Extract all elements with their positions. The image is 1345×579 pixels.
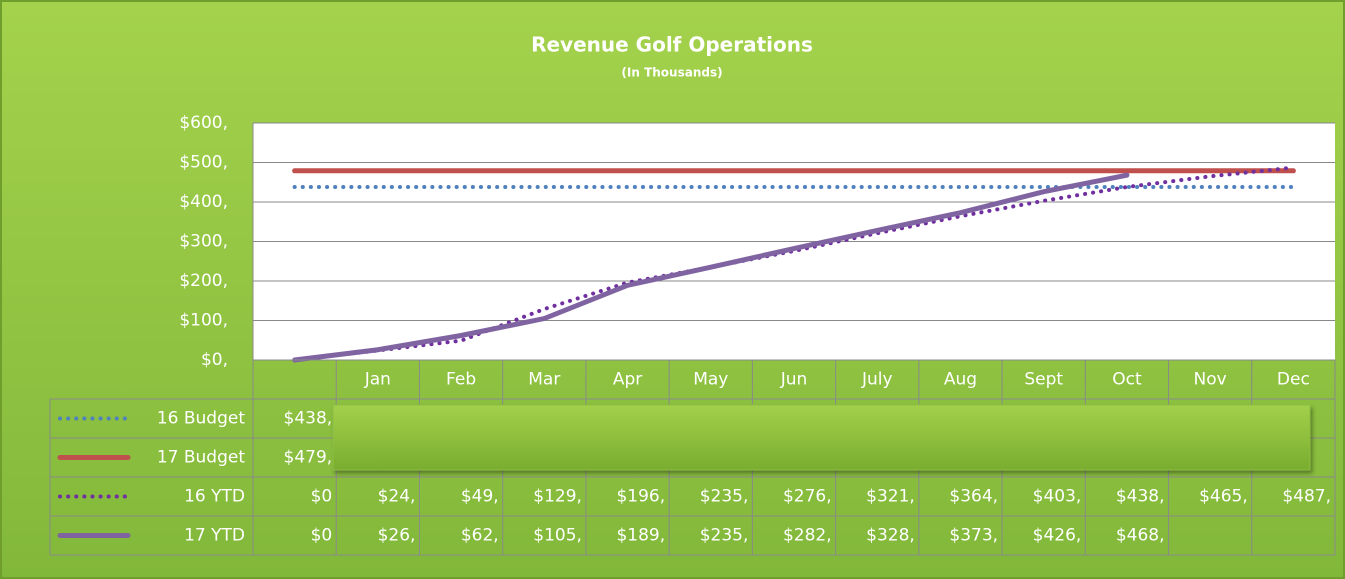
legend-label: 17 Budget <box>157 448 246 468</box>
chart-title: Revenue Golf Operations <box>531 33 813 57</box>
series-line <box>292 165 1296 362</box>
x-tick-label: May <box>693 370 728 390</box>
y-tick-label: $400, <box>179 192 228 212</box>
data-label: $487, <box>1282 487 1331 507</box>
legend-label: 16 YTD <box>184 487 245 507</box>
x-tick-label: Jun <box>780 370 808 390</box>
x-tick-label: July <box>861 370 893 390</box>
y-tick-label: $500, <box>179 153 228 173</box>
x-tick-label: Jan <box>364 370 391 390</box>
data-label: $465, <box>1199 487 1248 507</box>
x-tick-label: Apr <box>613 370 642 390</box>
data-label: $49, <box>461 487 499 507</box>
data-label: $468, <box>1116 526 1165 546</box>
data-label: $196, <box>616 487 665 507</box>
data-label: $26, <box>378 526 416 546</box>
data-label: $403, <box>1033 487 1082 507</box>
data-label: $129, <box>533 487 582 507</box>
data-label: $0 <box>311 526 333 546</box>
data-label: $479, <box>284 448 333 468</box>
data-label: $24, <box>378 487 416 507</box>
x-tick-label: Oct <box>1112 370 1142 390</box>
x-tick-label: Feb <box>446 370 476 390</box>
y-tick-label: $600, <box>179 113 228 133</box>
data-label: $276, <box>783 487 832 507</box>
data-label: $373, <box>949 526 998 546</box>
x-tick-label: Aug <box>944 370 977 390</box>
y-tick-label: $0, <box>201 350 228 370</box>
data-label: $235, <box>700 487 749 507</box>
data-label: $235, <box>700 526 749 546</box>
data-label: $105, <box>533 526 582 546</box>
legend-label: 17 YTD <box>184 526 245 546</box>
y-tick-label: $100, <box>179 311 228 331</box>
data-label: $426, <box>1033 526 1082 546</box>
overlay-panel <box>332 404 1311 471</box>
data-label: $0 <box>311 487 333 507</box>
legend-label: 16 Budget <box>157 409 246 429</box>
data-label: $438, <box>1116 487 1165 507</box>
y-tick-label: $300, <box>179 232 228 252</box>
data-label: $364, <box>949 487 998 507</box>
data-label: $321, <box>866 487 915 507</box>
chart-subtitle: (In Thousands) <box>621 66 722 80</box>
data-label: $282, <box>783 526 832 546</box>
data-label: $438, <box>284 409 333 429</box>
x-tick-label: Nov <box>1194 370 1227 390</box>
data-label: $62, <box>461 526 499 546</box>
data-label: $189, <box>616 526 665 546</box>
x-tick-label: Dec <box>1277 370 1310 390</box>
x-tick-label: Mar <box>528 370 560 390</box>
data-label: $328, <box>866 526 915 546</box>
y-tick-label: $200, <box>179 271 228 291</box>
x-tick-label: Sept <box>1024 370 1063 390</box>
series-line <box>292 172 1130 363</box>
